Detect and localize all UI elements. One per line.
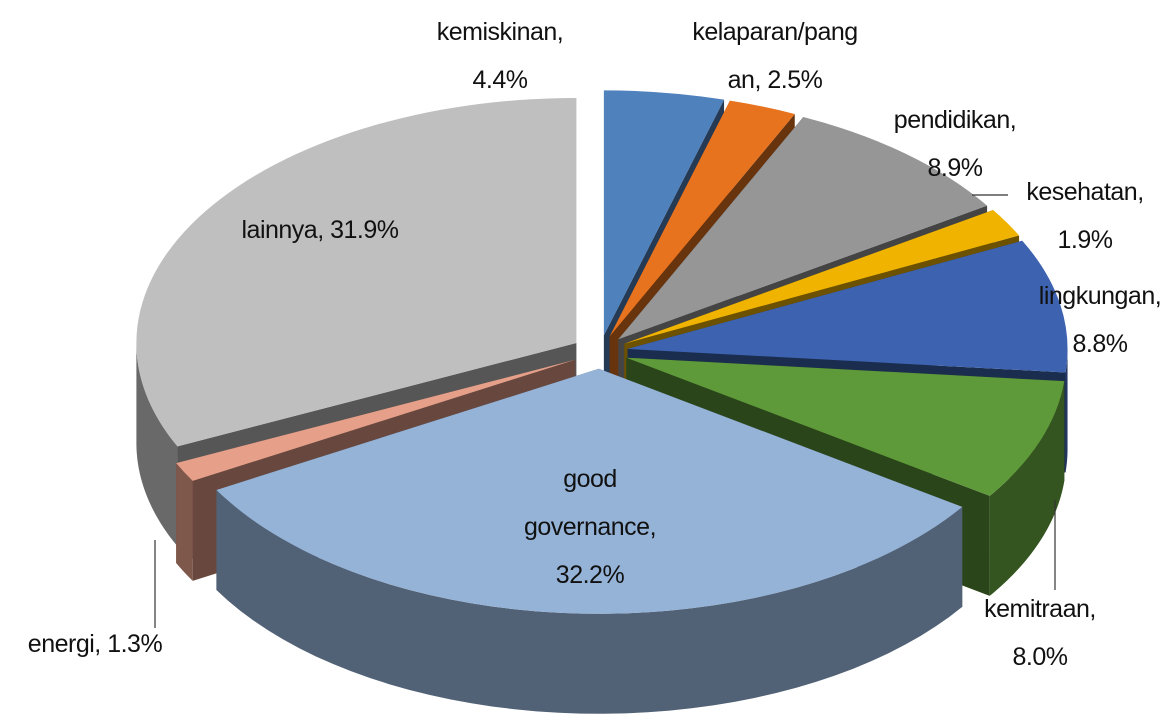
slice (624, 210, 1020, 344)
data-label: lainnya, 31.9% (200, 206, 440, 254)
label-category: pendidikan (893, 106, 1010, 134)
label-separator: , (317, 216, 331, 244)
label-value: 2.5% (767, 66, 823, 94)
label-category: kemitraan (984, 595, 1090, 623)
data-label: good governance, 32.2% (515, 455, 665, 599)
label-category: lainnya (241, 216, 318, 244)
label-value: 32.2% (555, 561, 625, 589)
label-separator: , (556, 18, 570, 46)
label-separator: , (1089, 595, 1103, 623)
data-label: kemiskinan, 4.4% (425, 8, 575, 104)
slice (626, 357, 1065, 496)
data-label: kelaparan/pangan, 2.5% (686, 8, 864, 104)
slice-outer-side (989, 381, 1065, 596)
label-category: lingkungan (1038, 282, 1155, 310)
slice (618, 117, 988, 340)
label-value: 1.9% (1057, 226, 1113, 254)
label-value: 8.8% (1072, 330, 1128, 358)
data-label: kemitraan, 8.0% (965, 585, 1115, 681)
slice-outer-side (176, 463, 193, 581)
slice-group (216, 368, 963, 714)
label-separator: , (754, 66, 768, 94)
label-category: kemiskinan (436, 18, 558, 46)
data-label: pendidikan, 8.9% (880, 96, 1030, 192)
label-category: kesehatan (1026, 178, 1138, 206)
slice-outer-side (1065, 348, 1068, 473)
data-label: kesehatan, 1.9% (1010, 168, 1160, 264)
label-category: good governance (523, 465, 650, 541)
data-label: lingkungan, 8.8% (1030, 272, 1170, 368)
slice (136, 97, 577, 447)
label-separator: , (649, 513, 663, 541)
slice (627, 240, 1068, 373)
label-value: 4.4% (472, 66, 528, 94)
slice (603, 90, 725, 336)
slice (216, 368, 963, 614)
data-label: energi, 1.3% (0, 620, 190, 668)
slice-outer-side (216, 489, 963, 714)
label-value: 31.9% (330, 216, 399, 244)
label-value: 1.3% (107, 630, 163, 658)
slice (609, 100, 795, 337)
label-separator: , (1009, 106, 1023, 134)
slice (176, 359, 576, 481)
label-separator: , (1154, 282, 1168, 310)
label-category: kelaparan/pangan (692, 18, 858, 94)
label-separator: , (94, 630, 108, 658)
slice-outer-side (136, 342, 178, 547)
label-value: 8.9% (927, 154, 983, 182)
label-category: energi (27, 630, 95, 658)
label-separator: , (1137, 178, 1151, 206)
label-value: 8.0% (1012, 643, 1068, 671)
